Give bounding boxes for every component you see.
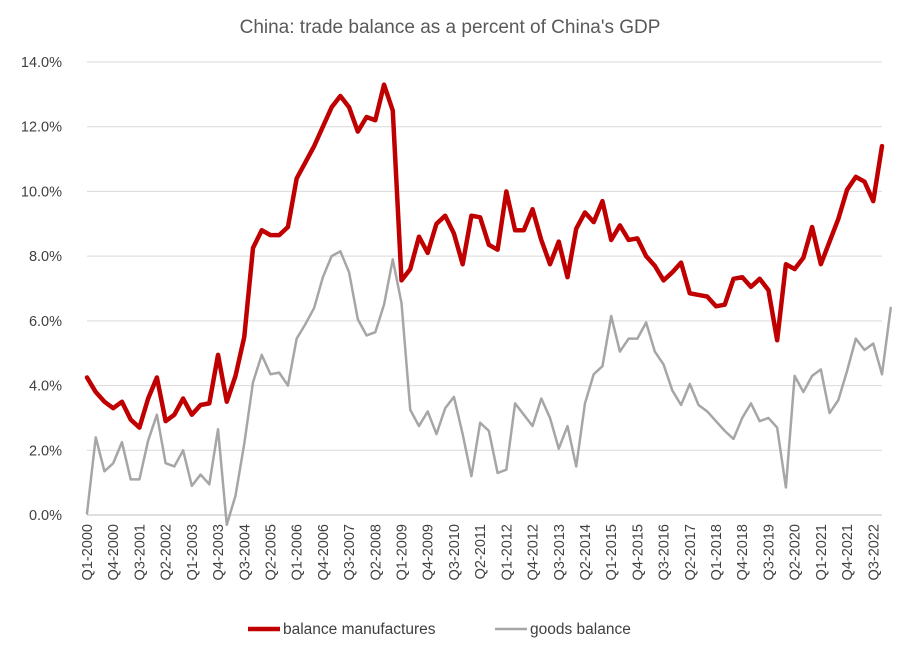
x-tick-label: Q1-2003 — [185, 524, 201, 580]
x-tick-label: Q3-2010 — [447, 524, 463, 580]
x-tick-label: Q2-2020 — [788, 524, 804, 580]
x-tick-label: Q4-2021 — [840, 524, 856, 580]
x-tick-label: Q4-2009 — [421, 524, 437, 580]
x-tick-label: Q1-2018 — [709, 524, 725, 580]
x-tick-label: Q2-2008 — [368, 524, 384, 580]
x-tick-label: Q3-2004 — [237, 524, 253, 580]
x-tick-label: Q4-2015 — [630, 524, 646, 580]
y-tick-label: 10.0% — [21, 184, 62, 200]
legend: balance manufactures goods balance — [248, 621, 631, 638]
y-axis-tick-labels: 0.0% 2.0% 4.0% 6.0% 8.0% 10.0% 12.0% 14.0% — [21, 55, 62, 524]
x-tick-label: Q4-2003 — [211, 524, 227, 580]
x-tick-label: Q2-2005 — [263, 524, 279, 580]
legend-label-goods-balance: goods balance — [530, 621, 631, 638]
legend-label-balance-manufactures: balance manufactures — [283, 621, 436, 638]
x-tick-label: Q4-2018 — [735, 524, 751, 580]
y-tick-label: 2.0% — [29, 443, 62, 459]
x-tick-label: Q4-2012 — [526, 524, 542, 580]
chart-title: China: trade balance as a percent of Chi… — [240, 17, 661, 38]
x-tick-label: Q1-2021 — [814, 524, 830, 580]
x-tick-label: Q3-2013 — [552, 524, 568, 580]
y-tick-label: 0.0% — [29, 508, 62, 524]
y-tick-label: 4.0% — [29, 379, 62, 395]
x-tick-label: Q1-2015 — [604, 524, 620, 580]
x-tick-label: Q2-2014 — [578, 524, 594, 580]
series-line-balance-manufactures — [84, 82, 885, 430]
x-tick-label: Q1-2012 — [499, 524, 515, 580]
series-lines — [84, 82, 892, 526]
y-tick-label: 8.0% — [29, 249, 62, 265]
y-tick-label: 12.0% — [21, 120, 62, 136]
x-tick-label: Q1-2000 — [80, 524, 96, 580]
x-axis-tick-labels: Q1-2000 Q4-2000 Q3-2001 Q2-2002 Q1-2003 Q4-20… — [80, 524, 882, 580]
series-line-goods-balance — [85, 250, 892, 526]
x-tick-label: Q3-2007 — [342, 524, 358, 580]
x-tick-label: Q1-2006 — [290, 524, 306, 580]
x-tick-label: Q3-2019 — [761, 524, 777, 580]
x-tick-label: Q1-2009 — [395, 524, 411, 580]
x-tick-label: Q3-2001 — [132, 524, 148, 580]
x-tick-label: Q2-2017 — [683, 524, 699, 580]
y-tick-label: 6.0% — [29, 314, 62, 330]
x-tick-label: Q4-2000 — [106, 524, 122, 580]
x-tick-label: Q2-2011 — [473, 524, 489, 579]
x-tick-label: Q3-2016 — [657, 524, 673, 580]
x-tick-label: Q2-2002 — [159, 524, 175, 580]
y-tick-label: 14.0% — [21, 55, 62, 71]
x-tick-label: Q3-2022 — [866, 524, 882, 580]
x-tick-label: Q4-2006 — [316, 524, 332, 580]
